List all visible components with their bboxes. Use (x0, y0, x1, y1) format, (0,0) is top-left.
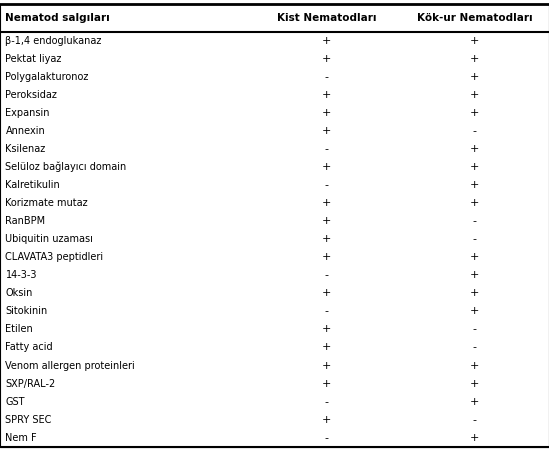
Text: -: - (324, 180, 329, 190)
Text: +: + (470, 198, 480, 208)
Text: Oksin: Oksin (5, 288, 33, 298)
Text: +: + (322, 90, 332, 100)
Text: -: - (473, 234, 477, 244)
Text: Expansin: Expansin (5, 108, 50, 118)
Text: +: + (322, 234, 332, 244)
Text: +: + (322, 288, 332, 298)
Text: -: - (324, 396, 329, 407)
Text: +: + (470, 144, 480, 154)
Text: +: + (470, 108, 480, 118)
Text: +: + (322, 379, 332, 388)
Text: GST: GST (5, 396, 25, 407)
Text: -: - (473, 415, 477, 425)
Text: +: + (322, 126, 332, 136)
Text: +: + (470, 72, 480, 82)
Text: +: + (470, 306, 480, 317)
Text: +: + (470, 35, 480, 46)
Text: -: - (324, 144, 329, 154)
Text: CLAVATA3 peptidleri: CLAVATA3 peptidleri (5, 252, 104, 262)
Text: +: + (470, 180, 480, 190)
Text: Kalretikulin: Kalretikulin (5, 180, 60, 190)
Text: SXP/RAL-2: SXP/RAL-2 (5, 379, 56, 388)
Text: -: - (473, 216, 477, 226)
Text: Ubiquitin uzaması: Ubiquitin uzaması (5, 234, 93, 244)
Text: +: + (470, 53, 480, 64)
Text: +: + (322, 252, 332, 262)
Text: -: - (473, 343, 477, 352)
Text: +: + (322, 35, 332, 46)
Text: Peroksidaz: Peroksidaz (5, 90, 57, 100)
Text: RanBPM: RanBPM (5, 216, 46, 226)
Text: 14-3-3: 14-3-3 (5, 270, 37, 280)
Text: +: + (322, 361, 332, 370)
Text: +: + (470, 90, 480, 100)
Text: Venom allergen proteinleri: Venom allergen proteinleri (5, 361, 135, 370)
Text: -: - (324, 433, 329, 443)
Text: -: - (473, 325, 477, 335)
Text: +: + (470, 270, 480, 280)
Text: +: + (322, 162, 332, 172)
Text: +: + (470, 252, 480, 262)
Text: -: - (324, 306, 329, 317)
Text: +: + (470, 288, 480, 298)
Text: Pektat liyaz: Pektat liyaz (5, 53, 62, 64)
Text: +: + (322, 325, 332, 335)
Text: SPRY SEC: SPRY SEC (5, 415, 52, 425)
Text: +: + (470, 433, 480, 443)
Text: +: + (470, 396, 480, 407)
Text: Sitokinin: Sitokinin (5, 306, 48, 317)
Text: +: + (322, 216, 332, 226)
Text: +: + (322, 53, 332, 64)
Text: Etilen: Etilen (5, 325, 33, 335)
Text: β-1,4 endoglukanaz: β-1,4 endoglukanaz (5, 35, 102, 46)
Text: Kök-ur Nematodları: Kök-ur Nematodları (417, 13, 533, 23)
Text: -: - (324, 72, 329, 82)
Text: +: + (470, 162, 480, 172)
Text: +: + (322, 108, 332, 118)
Text: Kist Nematodları: Kist Nematodları (277, 13, 377, 23)
Text: Fatty acid: Fatty acid (5, 343, 53, 352)
Text: Nem F: Nem F (5, 433, 37, 443)
Text: Ksilenaz: Ksilenaz (5, 144, 46, 154)
Text: Nematod salgıları: Nematod salgıları (5, 13, 110, 23)
Text: Annexin: Annexin (5, 126, 45, 136)
Text: +: + (470, 379, 480, 388)
Text: +: + (470, 361, 480, 370)
Text: Korizmate mutaz: Korizmate mutaz (5, 198, 88, 208)
Text: Polygalakturonoz: Polygalakturonoz (5, 72, 89, 82)
Text: -: - (473, 126, 477, 136)
Text: Selüloz bağlayıcı domain: Selüloz bağlayıcı domain (5, 162, 127, 172)
Text: -: - (324, 270, 329, 280)
Text: +: + (322, 198, 332, 208)
Text: +: + (322, 343, 332, 352)
Text: +: + (322, 415, 332, 425)
